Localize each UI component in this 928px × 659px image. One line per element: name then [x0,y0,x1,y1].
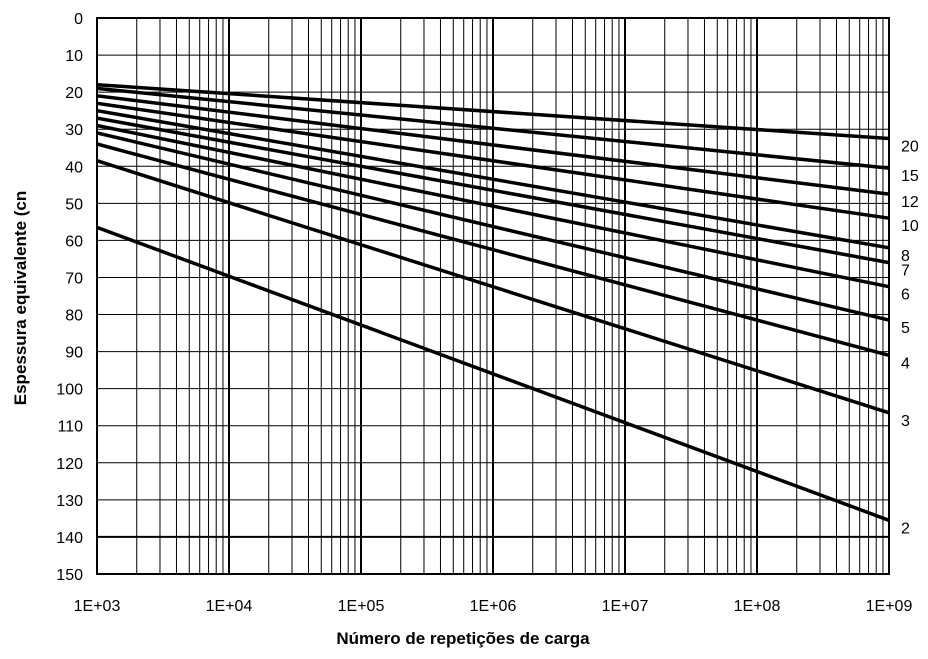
series-label-20: 20 [901,138,919,155]
series-label-8: 8 [901,248,910,265]
y-tick-label: 60 [65,233,83,250]
series-line-6 [96,123,890,289]
series-line-5 [96,131,890,322]
series-line-12 [96,94,890,196]
x-tick-labels: 1E+03 1E+04 1E+05 1E+06 1E+07 1E+08 1E+09 [74,598,913,615]
series-lines [96,82,890,522]
series-line-7 [96,116,890,265]
grid-minor [136,18,884,574]
plot-frame [96,17,890,575]
series-label-10: 10 [901,218,919,235]
series-line-10 [96,101,890,220]
series-label-5: 5 [901,320,910,337]
series-label-12: 12 [901,194,919,211]
y-tick-label: 150 [56,567,83,584]
series-label-2: 2 [901,520,910,537]
x-tick-label: 1E+04 [206,598,253,615]
y-tick-label: 20 [65,85,83,102]
series-line-3 [96,159,890,415]
y-tick-label: 70 [65,270,83,287]
series-line-15 [96,86,890,170]
x-tick-label: 1E+05 [338,598,385,615]
series-labels: 20 15 12 10 87 6 5 4 3 2 [901,138,919,537]
x-axis-title: Número de repetições de carga [336,629,590,648]
series-label-6: 6 [901,287,910,304]
y-tick-label: 0 [74,11,83,28]
series-label-7: 7 [901,263,910,280]
y-tick-label: 130 [56,493,83,510]
x-tick-label: 1E+03 [74,598,121,615]
series-line-2 [96,225,890,522]
y-tick-label: 90 [65,345,83,362]
x-tick-label: 1E+08 [734,598,781,615]
y-tick-label: 40 [65,159,83,176]
series-line-20 [96,82,890,141]
series-line-4 [96,142,890,357]
series-label-15: 15 [901,168,919,185]
x-tick-label: 1E+06 [470,598,517,615]
y-tick-label: 140 [56,530,83,547]
y-tick-label: 110 [57,419,83,436]
series-line-8 [96,108,890,250]
x-tick-label: 1E+07 [602,598,649,615]
y-tick-label: 10 [65,48,83,65]
y-tick-label: 50 [65,196,83,213]
series-label-4: 4 [901,355,910,372]
y-tick-labels: 0 10 20 30 40 50 60 70 80 90 100 110 120 130 140 150 [56,11,83,584]
y-tick-label: 80 [65,308,83,325]
y-tick-label: 120 [56,456,83,473]
x-tick-label: 1E+09 [866,598,913,615]
y-tick-label: 100 [56,382,83,399]
series-label-3: 3 [901,413,910,430]
y-tick-label: 30 [65,122,83,139]
y-axis-title: Espessura equivalente (cn [11,191,30,405]
